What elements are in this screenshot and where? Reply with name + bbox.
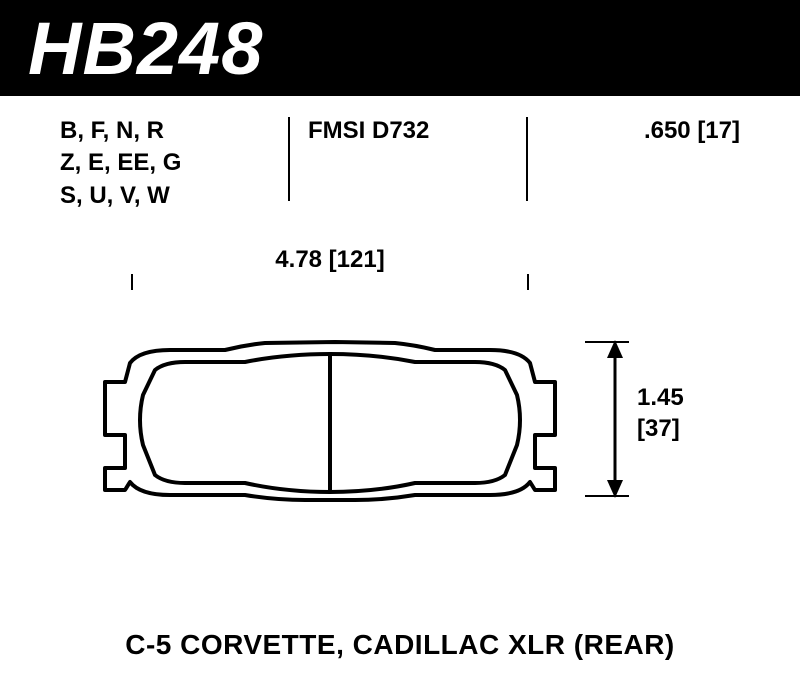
thickness-spec: .650 [17] <box>644 115 760 212</box>
spec-row: B, F, N, R Z, E, EE, G S, U, V, W FMSI D… <box>0 115 800 212</box>
compound-codes: B, F, N, R Z, E, EE, G S, U, V, W <box>60 115 270 212</box>
codes-line: Z, E, EE, G <box>60 147 270 179</box>
height-arrow <box>585 340 635 500</box>
width-label: 4.78 [121] <box>130 246 530 274</box>
part-number: HB248 <box>28 6 263 91</box>
codes-line: S, U, V, W <box>60 180 270 212</box>
fmsi-code: FMSI D732 <box>308 115 508 212</box>
application-label: C-5 CORVETTE, CADILLAC XLR (REAR) <box>0 629 800 661</box>
height-dimension: 1.45 [37] <box>585 340 745 495</box>
codes-line: B, F, N, R <box>60 115 270 147</box>
brake-pad-outline <box>95 340 575 510</box>
width-dimension: 4.78 [121] <box>130 250 530 294</box>
divider <box>288 117 290 201</box>
diagram-area: 4.78 [121] 1.45 [37] <box>0 250 800 630</box>
height-label: 1.45 [37] <box>637 382 684 444</box>
divider <box>526 117 528 201</box>
header-bar: HB248 <box>0 0 800 96</box>
